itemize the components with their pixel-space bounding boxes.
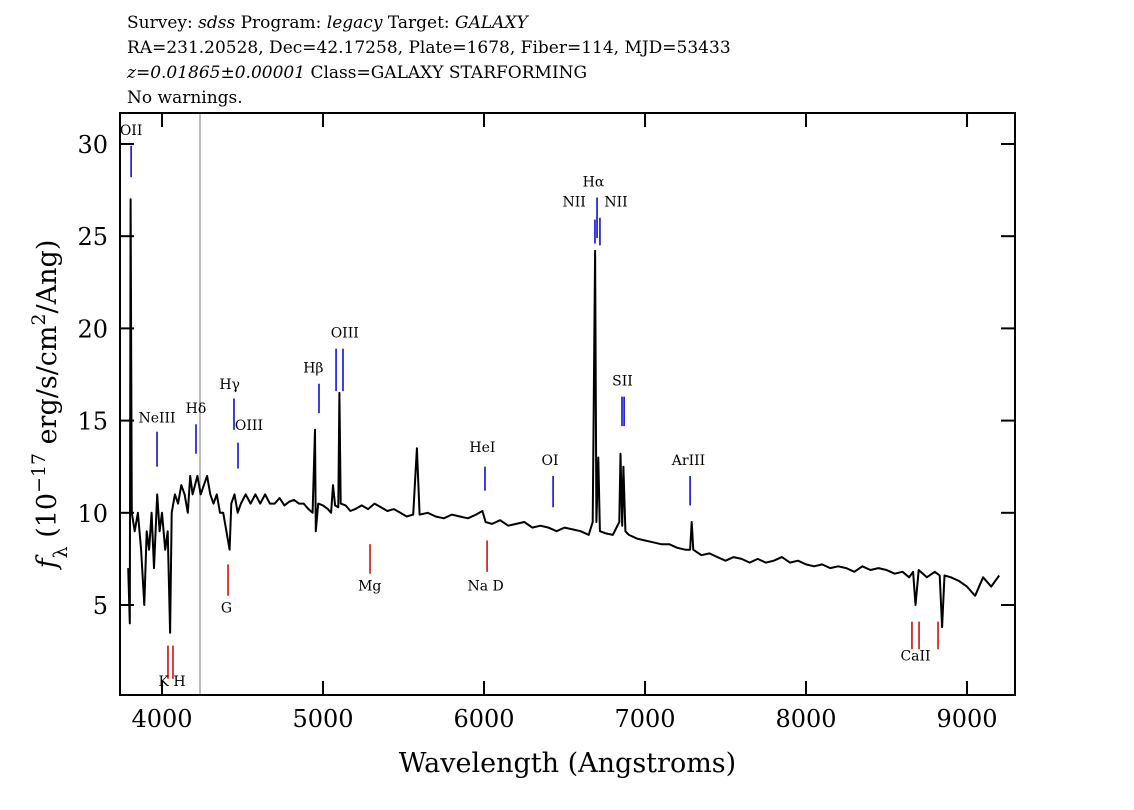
x-tick-label: 4000 [131, 705, 192, 733]
text-segment: erg/s/cm [32, 325, 63, 453]
line-label: Hβ [303, 361, 323, 377]
text-segment: −17 [28, 453, 50, 493]
line-label: G [221, 600, 232, 616]
x-tick-label: 6000 [453, 705, 514, 733]
text-segment: sdss [198, 13, 235, 33]
x-tick-label: 8000 [775, 705, 836, 733]
header-line: No warnings. [127, 88, 243, 108]
line-label: Na D [467, 578, 503, 594]
header-line: RA=231.20528, Dec=42.17258, Plate=1678, … [127, 38, 731, 58]
x-tick-label: 7000 [614, 705, 675, 733]
text-segment: legacy [327, 13, 383, 33]
text-segment: /Ang) [32, 240, 63, 314]
x-tick-label: 5000 [292, 705, 353, 733]
y-tick-label: 10 [77, 500, 108, 528]
y-axis-title: fλ (10−17 erg/s/cm2/Ang) [28, 240, 72, 571]
line-label: NII [604, 195, 627, 211]
line-label: NII [563, 195, 586, 211]
text-segment: (10 [32, 493, 63, 546]
header-line: z=0.01865±0.00001 Class=GALAXY STARFORMI… [126, 63, 587, 83]
spectrum-line [127, 198, 1001, 634]
x-axis-title: Wavelength (Angstroms) [399, 748, 736, 779]
line-label: SII [612, 374, 633, 390]
y-tick-label: 20 [77, 315, 108, 343]
line-label: Mg [358, 578, 381, 594]
text-segment: λ [50, 546, 72, 558]
y-tick-label: 15 [77, 408, 108, 436]
header-line: Survey: sdss Program: legacy Target: GAL… [127, 13, 530, 33]
text-segment: Program: [235, 13, 327, 33]
line-label: CaII [900, 648, 930, 664]
line-label: OI [542, 453, 559, 469]
text-segment: Target: [382, 13, 455, 33]
text-segment: GALAXY [455, 13, 530, 33]
x-tick-label: 9000 [936, 705, 997, 733]
y-tick-label: 30 [77, 131, 108, 159]
line-label: Hγ [219, 377, 240, 393]
line-label: OII [120, 123, 143, 139]
text-segment: z=0.01865±0.00001 [126, 63, 305, 83]
line-label: OIII [331, 326, 359, 342]
line-label: ArIII [671, 453, 705, 469]
line-label: HeI [469, 440, 495, 456]
line-label: NeIII [138, 410, 175, 426]
text-segment: 2 [28, 313, 50, 325]
line-label: Hδ [186, 401, 207, 417]
text-segment: Class=GALAXY STARFORMING [305, 63, 587, 83]
text-segment: Survey: [127, 13, 198, 33]
y-tick-label: 5 [93, 592, 108, 620]
text-segment: No warnings. [127, 88, 243, 108]
line-label: OIII [235, 418, 263, 434]
y-tick-label: 25 [77, 223, 108, 251]
line-label: Hα [583, 174, 605, 190]
text-segment: RA=231.20528, Dec=42.17258, Plate=1678, … [127, 38, 731, 58]
line-label: K H [158, 674, 185, 690]
plot-frame [119, 112, 1016, 696]
